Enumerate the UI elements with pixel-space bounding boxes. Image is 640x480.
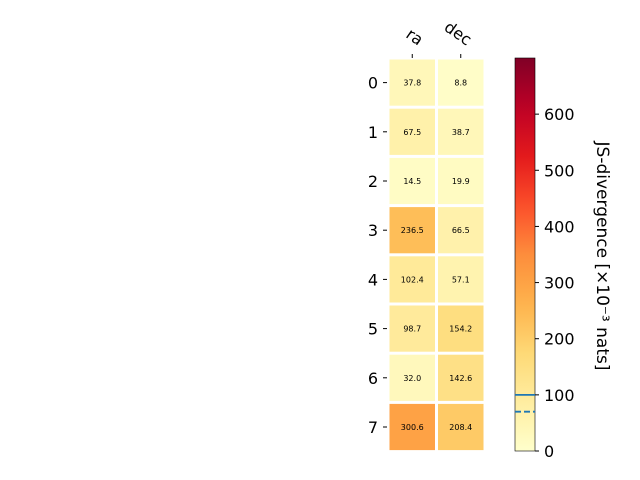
heatmap-cell [389,354,435,401]
heatmap-cell [389,59,435,106]
colorbar-tick-label: 0 [544,442,554,461]
heatmap-cell [438,59,484,106]
cell-value-label: 142.6 [449,374,472,383]
cell-value-label: 208.4 [449,423,472,432]
cell-value-label: 67.5 [403,128,421,137]
cell-value-label: 14.5 [403,177,421,186]
row-label: 7 [368,418,378,437]
heatmap-cell [438,403,484,451]
heatmap-cell [389,403,435,451]
row-label: 0 [368,74,378,93]
colorbar-tick-label: 200 [544,330,575,349]
colorbar-tick-label: 300 [544,274,575,293]
heatmap-cell [438,207,484,254]
row-label: 2 [368,172,378,191]
heatmap-cell [389,207,435,254]
cell-value-label: 57.1 [452,275,470,284]
row-label: 5 [368,320,378,339]
cell-value-label: 154.2 [449,325,472,334]
colorbar-title: JS-divergence [×10⁻³ nats] [592,141,612,371]
heatmap-cells [389,59,484,451]
column-labels: ra dec [403,17,475,58]
cell-value-label: 19.9 [452,177,470,186]
row-label: 1 [368,123,378,142]
colorbar-tick-label: 400 [544,217,575,236]
cell-value-label: 37.8 [403,79,421,88]
column-label: ra [403,24,427,49]
cell-value-label: 300.6 [401,423,424,432]
row-label: 6 [368,369,378,388]
cell-value-label: 38.7 [452,128,470,137]
heatmap-cell [438,354,484,401]
row-label: 4 [368,270,378,289]
colorbar-gradient [514,57,536,452]
colorbar: 0 100 200 300 400 500 600 [514,57,575,461]
heatmap-cell-labels: 37.8 8.8 67.5 38.7 14.5 19.9 236.5 66.5 102.4 57.… [401,79,472,432]
cell-value-label: 66.5 [452,226,470,235]
cell-value-label: 8.8 [454,79,467,88]
heatmap-cell [389,157,435,205]
colorbar-tick-label: 600 [544,105,575,124]
heatmap-cell [438,108,484,155]
heatmap-cell [438,305,484,352]
cell-value-label: 32.0 [403,374,421,383]
cell-value-label: 98.7 [403,325,421,334]
colorbar-tick-label: 100 [544,386,575,405]
row-label: 3 [368,221,378,240]
column-label: dec [441,17,475,49]
heatmap-cell [389,256,435,303]
heatmap-cell [438,157,484,205]
cell-value-label: 102.4 [401,275,424,284]
cell-value-label: 236.5 [401,226,424,235]
row-labels: 0 1 2 3 4 5 6 7 [368,74,387,437]
heatmap-cell [389,305,435,352]
heatmap-cell [438,256,484,303]
heatmap-cell [389,108,435,155]
colorbar-tick-label: 500 [544,161,575,180]
